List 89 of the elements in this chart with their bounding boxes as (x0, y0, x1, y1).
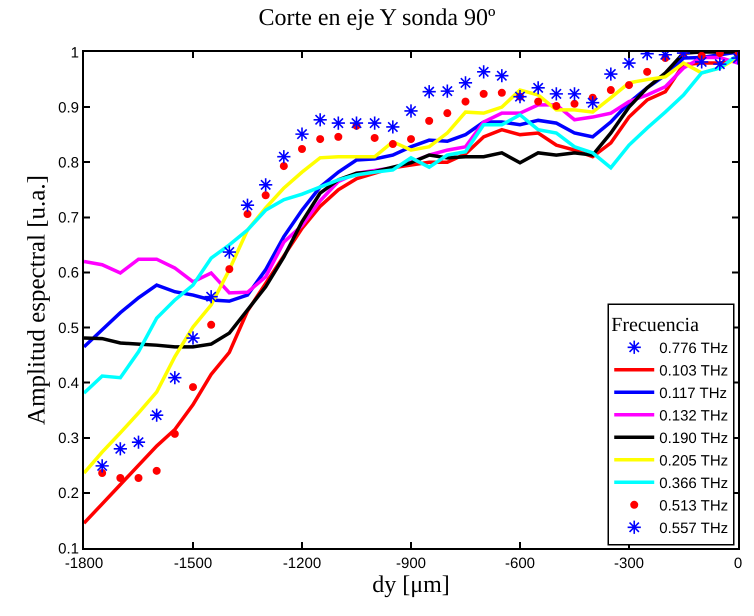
legend-label: 0.557 THz (659, 520, 728, 538)
x-tick-label: -1200 (282, 555, 322, 572)
point (152, 466, 161, 475)
y-tick-label: 0.6 (58, 264, 79, 282)
point (334, 132, 342, 141)
point (512, 89, 528, 104)
x-tick-label: -300 (614, 555, 644, 572)
point (189, 383, 197, 392)
point (552, 102, 560, 110)
y-tick-label: 1 (70, 44, 79, 62)
point (276, 149, 292, 164)
legend-label: 0.190 THz (659, 430, 728, 448)
y-tick-label: 0.9 (58, 99, 79, 116)
point (407, 135, 415, 144)
point (494, 68, 510, 84)
point (388, 140, 397, 148)
point (440, 84, 455, 99)
y-tick-label: 0.8 (58, 154, 79, 172)
legend-label: 0.513 THz (659, 498, 728, 515)
point (116, 474, 124, 482)
point (606, 86, 615, 94)
point (570, 100, 578, 108)
point (367, 116, 382, 130)
point (458, 75, 473, 90)
point (422, 84, 437, 100)
point (643, 68, 652, 76)
point (548, 86, 564, 102)
legend-label: 0.132 THz (659, 408, 728, 425)
point (134, 474, 142, 482)
y-tick-label: 0.2 (58, 485, 79, 502)
y-tick-label: 0.4 (58, 374, 79, 392)
legend-label: 0.117 THz (659, 385, 728, 402)
point (262, 191, 270, 200)
point (240, 198, 255, 213)
x-tick-label: -1500 (174, 555, 212, 572)
legend-label: 0.776 THz (659, 340, 728, 358)
point (330, 116, 346, 130)
point (112, 441, 128, 456)
point (443, 109, 452, 118)
x-tick-label: 0 (734, 555, 742, 572)
point (280, 162, 288, 170)
point (170, 430, 179, 438)
point (370, 134, 379, 142)
point (222, 244, 237, 260)
point (625, 81, 633, 90)
point (425, 116, 434, 125)
point (534, 98, 542, 106)
point (225, 265, 234, 274)
y-tick-label: 0.1 (58, 540, 79, 558)
point (204, 289, 219, 304)
legend-title: Frecuencia (611, 314, 700, 336)
point (712, 56, 728, 72)
point (694, 54, 710, 70)
point (603, 66, 618, 82)
point (94, 458, 110, 474)
point (404, 104, 418, 118)
y-axis-title: Amplitud espectral [u.a.] (23, 175, 50, 425)
point (167, 370, 182, 386)
point (294, 126, 310, 142)
point (480, 90, 488, 98)
point (149, 408, 164, 423)
point (207, 320, 216, 329)
legend-label: 0.366 THz (659, 475, 728, 492)
legend-label: 0.103 THz (659, 362, 728, 380)
point (462, 98, 470, 106)
point (258, 177, 274, 192)
point (298, 145, 306, 153)
point (131, 434, 146, 450)
point (567, 86, 582, 102)
point (312, 112, 328, 128)
point (476, 64, 492, 80)
point (585, 95, 600, 110)
point (186, 330, 200, 346)
x-axis-title: dy [μm] (372, 572, 450, 598)
point (316, 135, 324, 144)
point (244, 210, 252, 218)
point (530, 80, 546, 96)
legend-label: 0.205 THz (659, 452, 728, 470)
point (622, 56, 636, 70)
x-tick-label: -900 (396, 555, 426, 572)
y-tick-label: 0.3 (58, 430, 79, 448)
point (385, 120, 400, 134)
x-tick-label: -600 (504, 555, 536, 572)
point (349, 116, 364, 130)
point (498, 88, 506, 97)
x-tick-label: -1800 (64, 555, 104, 572)
y-tick-label: 0.5 (58, 320, 79, 337)
y-tick-label: 0.7 (58, 210, 79, 227)
chart-title: Corte en eje Y sonda 90º (258, 4, 496, 31)
